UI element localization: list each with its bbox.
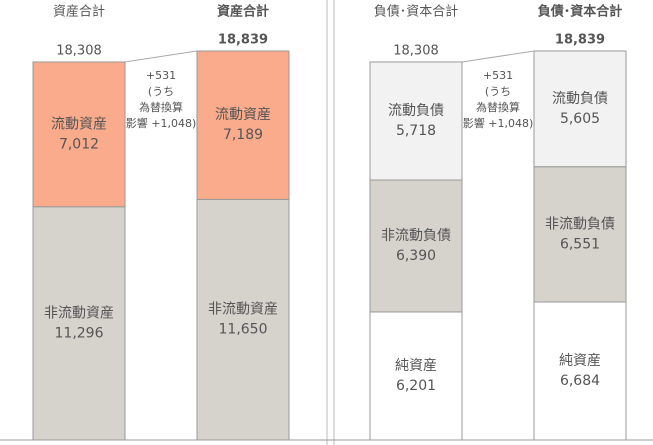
bar-segment [369, 61, 463, 181]
annotation: (うち [148, 85, 174, 98]
segment-value: 6,551 [560, 236, 600, 252]
total-label: 18,839 [555, 33, 605, 48]
bar-segment [196, 198, 290, 441]
annotation: 影響 +1,048) [126, 116, 197, 130]
segment-name: 非流動資産 [44, 305, 114, 321]
bar-segment [533, 50, 627, 168]
segment-name: 純資産 [395, 358, 437, 374]
bar-segment [196, 50, 290, 200]
bar-segment [369, 311, 463, 441]
annotation: 為替換算 [139, 100, 183, 114]
segment-value: 6,390 [396, 248, 436, 264]
segment-value: 11,650 [219, 322, 268, 338]
bar-segment [369, 179, 463, 313]
segment-name: 流動負債 [552, 91, 608, 107]
segment-name: 非流動負債 [381, 228, 451, 244]
column-header: 負債･資本合計 [374, 4, 459, 20]
total-label: 18,308 [393, 43, 439, 58]
segment-name: 純資産 [559, 353, 601, 369]
annotation: +531 [483, 69, 513, 82]
segment-value: 7,012 [59, 136, 99, 152]
segment-name: 非流動資産 [208, 302, 278, 318]
segment-name: 流動資産 [51, 116, 107, 132]
annotation: 為替換算 [476, 100, 520, 114]
segment-value: 6,201 [396, 378, 436, 394]
connector [461, 50, 535, 63]
connector [124, 50, 198, 63]
bar-segment [32, 61, 126, 208]
bar-segment [533, 166, 627, 303]
annotation: +531 [146, 69, 176, 82]
bar-segment [32, 206, 126, 441]
total-label: 18,839 [218, 33, 268, 48]
segment-name: 非流動負債 [545, 216, 615, 232]
column-header: 負債･資本合計 [538, 4, 623, 20]
bar-segment [533, 301, 627, 441]
segment-value: 5,718 [396, 123, 436, 139]
segment-value: 5,605 [560, 111, 600, 127]
segment-value: 7,189 [223, 127, 263, 143]
annotation: (うち [485, 85, 511, 98]
segment-value: 6,684 [560, 373, 600, 389]
column-header: 資産合計 [53, 4, 105, 20]
annotation: 影響 +1,048) [463, 116, 534, 130]
segment-value: 11,296 [55, 325, 104, 341]
column-header: 資産合計 [217, 4, 269, 20]
total-label: 18,308 [56, 43, 102, 58]
segment-name: 流動負債 [388, 103, 444, 119]
segment-name: 流動資産 [215, 107, 271, 123]
